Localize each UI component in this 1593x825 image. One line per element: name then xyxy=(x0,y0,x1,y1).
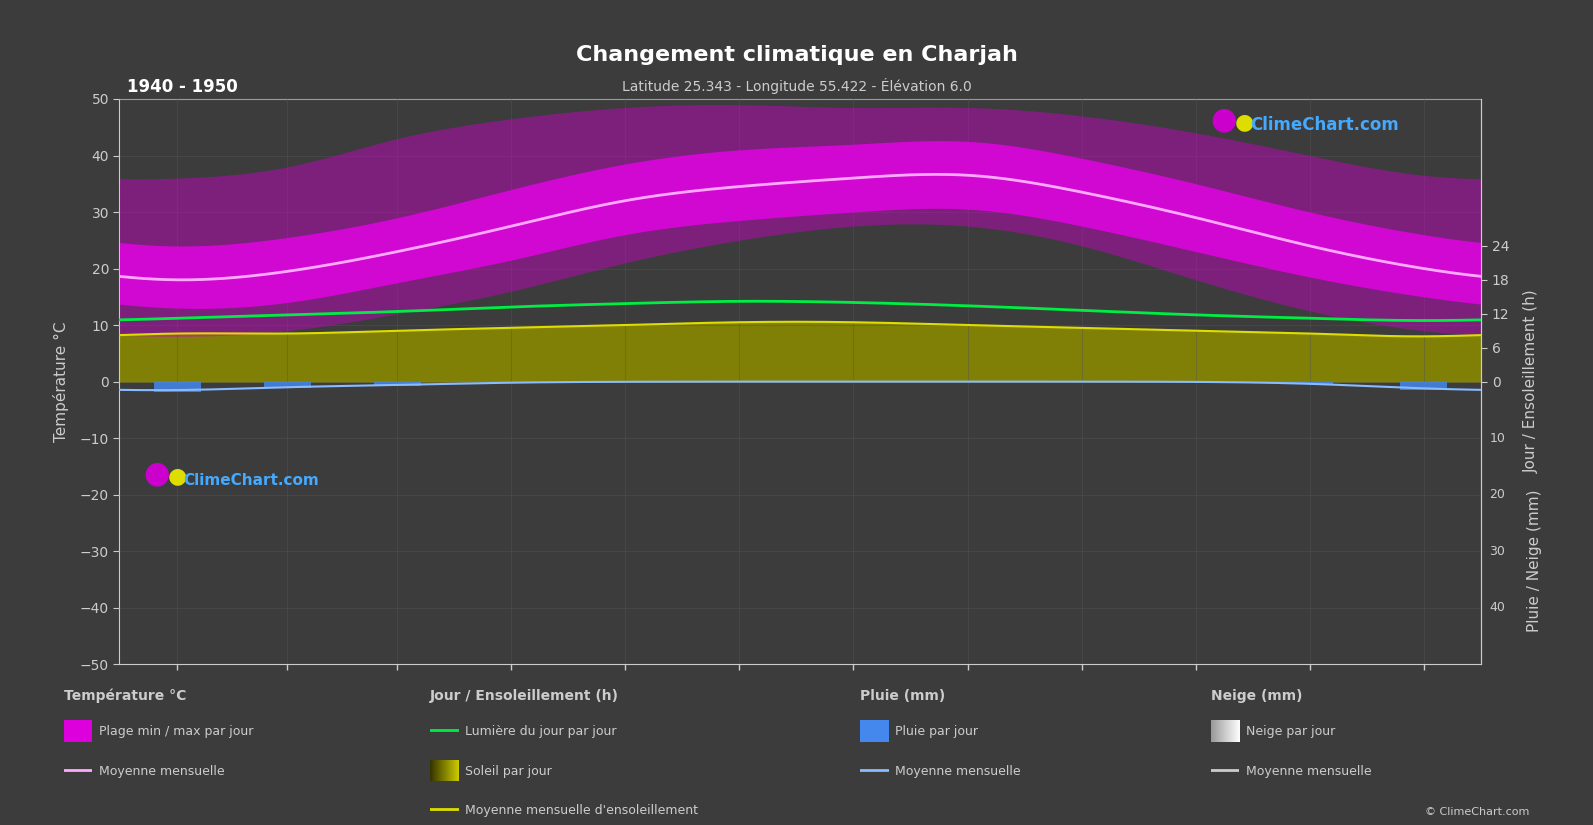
Text: ClimeChart.com: ClimeChart.com xyxy=(183,473,319,488)
Text: © ClimeChart.com: © ClimeChart.com xyxy=(1424,807,1529,817)
Text: Moyenne mensuelle: Moyenne mensuelle xyxy=(1246,765,1372,778)
Text: ●: ● xyxy=(1235,112,1254,132)
Text: Pluie par jour: Pluie par jour xyxy=(895,725,978,738)
Text: Moyenne mensuelle: Moyenne mensuelle xyxy=(99,765,225,778)
Bar xyxy=(264,381,311,389)
Bar xyxy=(487,381,535,384)
Bar xyxy=(155,381,201,392)
Text: Moyenne mensuelle d'ensoleillement: Moyenne mensuelle d'ensoleillement xyxy=(465,804,698,818)
Text: 40: 40 xyxy=(1489,601,1505,614)
Text: Latitude 25.343 - Longitude 55.422 - Élévation 6.0: Latitude 25.343 - Longitude 55.422 - Élé… xyxy=(621,78,972,94)
Bar xyxy=(374,381,421,386)
Text: Soleil par jour: Soleil par jour xyxy=(465,765,551,778)
Y-axis label: Jour / Ensoleillement (h): Jour / Ensoleillement (h) xyxy=(1523,290,1539,474)
Text: Température °C: Température °C xyxy=(64,689,186,704)
Y-axis label: Température °C: Température °C xyxy=(53,321,68,442)
Text: 30: 30 xyxy=(1489,544,1505,558)
Text: Moyenne mensuelle: Moyenne mensuelle xyxy=(895,765,1021,778)
Text: 1940 - 1950: 1940 - 1950 xyxy=(127,78,239,97)
Text: Plage min / max par jour: Plage min / max par jour xyxy=(99,725,253,738)
Text: Changement climatique en Charjah: Changement climatique en Charjah xyxy=(575,45,1018,65)
Text: Pluie / Neige (mm): Pluie / Neige (mm) xyxy=(1528,490,1542,632)
Bar xyxy=(1400,381,1446,390)
Text: ●: ● xyxy=(1211,105,1238,134)
Text: 20: 20 xyxy=(1489,488,1505,501)
Text: Jour / Ensoleillement (h): Jour / Ensoleillement (h) xyxy=(430,689,620,703)
Text: Lumière du jour par jour: Lumière du jour par jour xyxy=(465,725,616,738)
Text: ●: ● xyxy=(167,467,186,487)
Text: ClimeChart.com: ClimeChart.com xyxy=(1251,116,1399,134)
Text: Neige (mm): Neige (mm) xyxy=(1211,689,1301,703)
Text: ●: ● xyxy=(143,460,170,488)
Text: Pluie (mm): Pluie (mm) xyxy=(860,689,946,703)
Text: Neige par jour: Neige par jour xyxy=(1246,725,1335,738)
Bar xyxy=(1287,381,1333,384)
Text: 10: 10 xyxy=(1489,431,1505,445)
